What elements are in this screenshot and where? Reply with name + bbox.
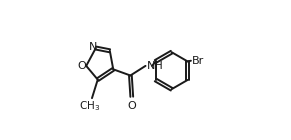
Text: N: N — [89, 42, 97, 52]
Text: NH: NH — [147, 61, 164, 71]
Text: Br: Br — [191, 56, 204, 66]
Text: CH$_3$: CH$_3$ — [79, 99, 100, 113]
Text: O: O — [127, 101, 136, 111]
Text: O: O — [78, 61, 86, 71]
